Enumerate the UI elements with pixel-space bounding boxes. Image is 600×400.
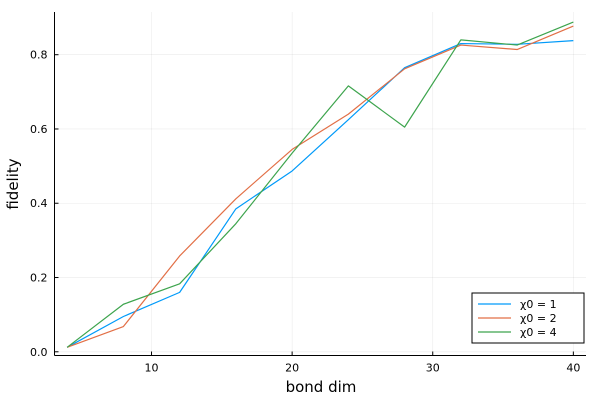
y-tick-label: 0.0 [30, 346, 48, 359]
y-tick-label: 0.2 [30, 272, 48, 285]
grid-layer [54, 12, 586, 356]
x-tick-label: 30 [426, 362, 440, 375]
series-layer [66, 21, 574, 348]
y-tick-label: 0.4 [30, 197, 48, 210]
y-axis-title: fidelity [4, 158, 22, 209]
y-tick-label: 0.6 [30, 123, 48, 136]
series-line-3 [66, 21, 574, 348]
legend-label: χ0 = 4 [520, 326, 557, 339]
x-tick-label: 10 [145, 362, 159, 375]
tick-layer: 10 20 30 40 0.0 0.2 0.4 0.6 0.8 [30, 49, 580, 375]
legend-items: χ0 = 1χ0 = 2χ0 = 4 [478, 298, 557, 339]
series-line-1 [66, 39, 574, 348]
legend: χ0 = 1χ0 = 2χ0 = 4 [471, 292, 585, 344]
legend-label: χ0 = 1 [520, 298, 557, 311]
x-axis-title: bond dim [286, 378, 357, 396]
legend-label: χ0 = 2 [520, 312, 557, 325]
series-line-2 [66, 25, 574, 348]
axes-layer [54, 12, 586, 356]
y-tick-label: 0.8 [30, 49, 48, 62]
x-tick-label: 20 [285, 362, 299, 375]
x-tick-label: 40 [566, 362, 580, 375]
